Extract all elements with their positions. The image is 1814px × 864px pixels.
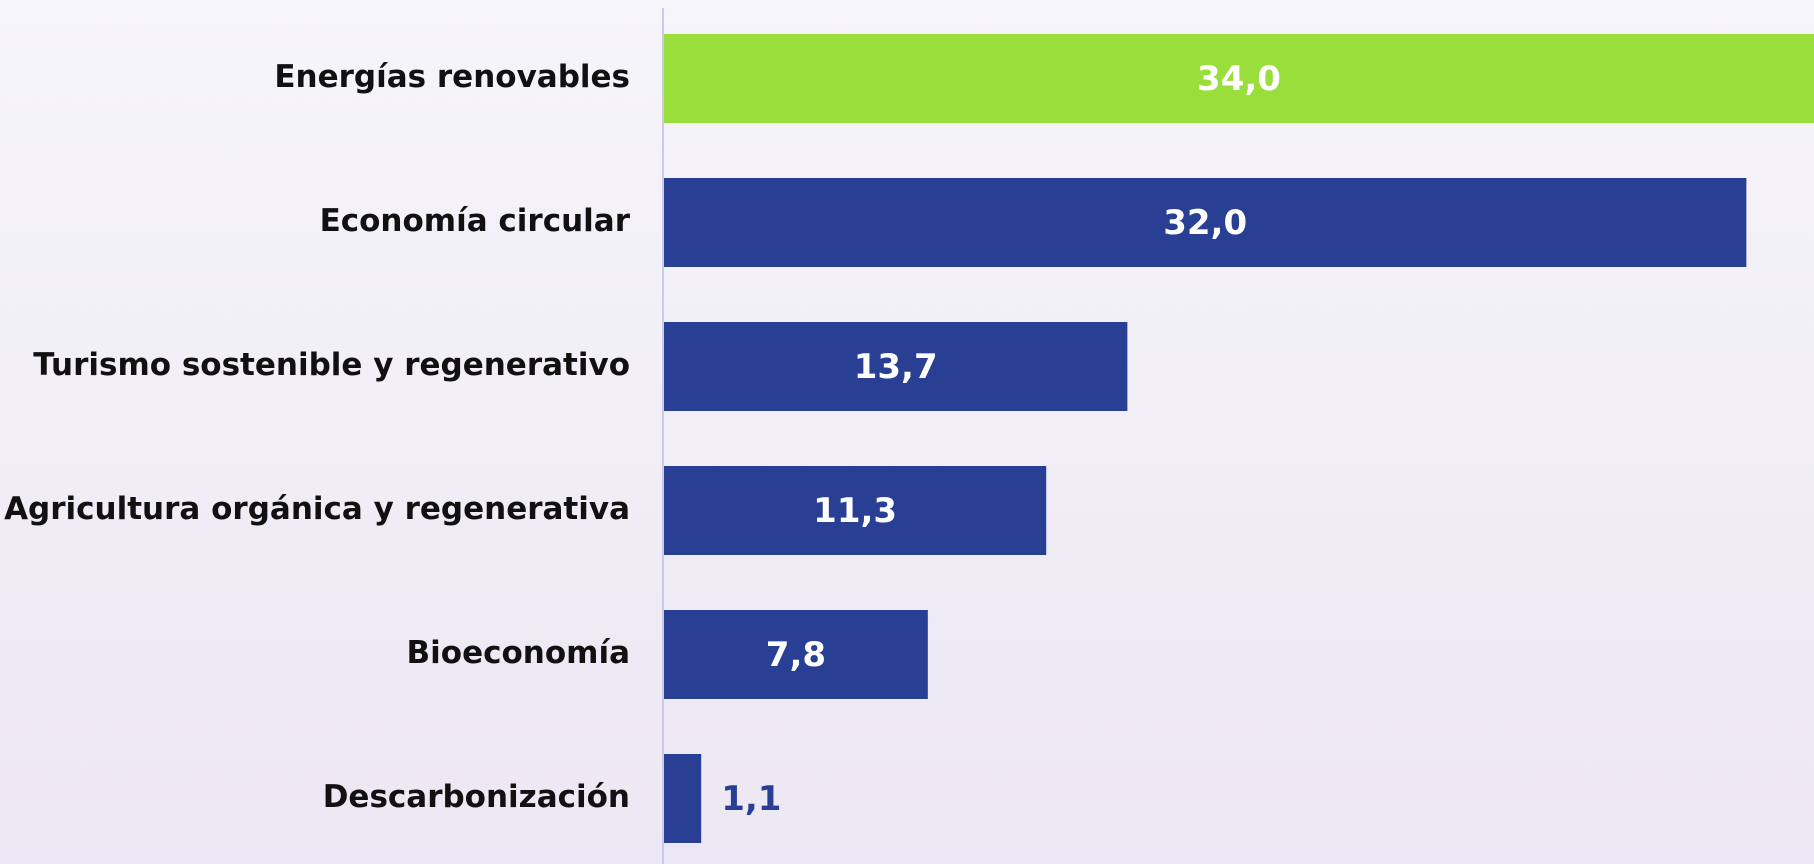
bar [664,322,1128,411]
category-label: Descarbonización [323,779,630,815]
category-label: Turismo sostenible y regenerativo [33,347,630,383]
category-label: Economía circular [320,203,631,239]
category-label: Energías renovables [274,59,630,95]
bar [664,754,702,843]
bar [664,178,1747,267]
category-label: Bioeconomía [407,635,630,671]
value-label: 7,8 [766,635,826,675]
value-label: 1,1 [721,779,781,819]
category-label: Agricultura orgánica y regenerativa [4,491,630,527]
value-label: 34,0 [1197,59,1281,99]
bar [664,34,1814,123]
value-label: 32,0 [1163,203,1247,243]
bar [664,610,928,699]
value-label: 13,7 [854,347,938,387]
value-label: 11,3 [813,491,897,531]
bar [664,466,1047,555]
